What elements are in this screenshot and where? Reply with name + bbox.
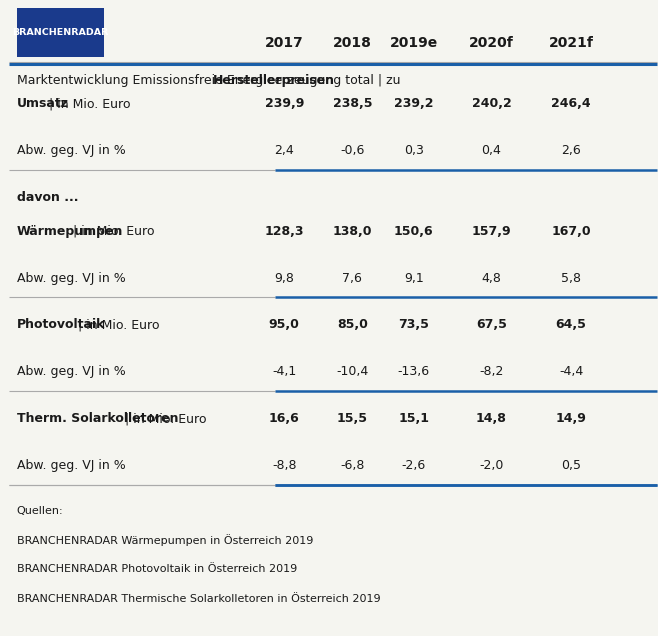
Text: -4,4: -4,4	[559, 365, 583, 378]
Text: -10,4: -10,4	[336, 365, 368, 378]
Text: 0,3: 0,3	[404, 144, 424, 157]
Text: 95,0: 95,0	[269, 319, 299, 331]
Text: 2017: 2017	[265, 36, 303, 50]
Text: BRANCHENRADAR: BRANCHENRADAR	[13, 28, 109, 37]
Text: 15,1: 15,1	[398, 412, 429, 425]
Text: -0,6: -0,6	[340, 144, 365, 157]
Text: 9,8: 9,8	[274, 272, 294, 284]
Text: -13,6: -13,6	[397, 365, 430, 378]
Text: | in Mio. Euro: | in Mio. Euro	[69, 225, 155, 238]
Text: | in Mio. Euro: | in Mio. Euro	[121, 412, 207, 425]
Text: 239,2: 239,2	[394, 97, 434, 111]
Text: Photovoltaik: Photovoltaik	[17, 319, 105, 331]
Text: Abw. geg. VJ in %: Abw. geg. VJ in %	[17, 144, 126, 157]
Text: 16,6: 16,6	[269, 412, 299, 425]
Text: Abw. geg. VJ in %: Abw. geg. VJ in %	[17, 272, 126, 284]
Text: 67,5: 67,5	[476, 319, 507, 331]
Text: 2,4: 2,4	[274, 144, 294, 157]
Text: -2,6: -2,6	[401, 459, 426, 472]
Text: 5,8: 5,8	[561, 272, 581, 284]
Text: 246,4: 246,4	[551, 97, 591, 111]
Text: -8,8: -8,8	[272, 459, 297, 472]
Text: 9,1: 9,1	[404, 272, 424, 284]
Text: 64,5: 64,5	[556, 319, 586, 331]
Text: 128,3: 128,3	[265, 225, 304, 238]
Text: -6,8: -6,8	[340, 459, 365, 472]
Text: 150,6: 150,6	[394, 225, 434, 238]
Text: 4,8: 4,8	[482, 272, 501, 284]
Text: 2,6: 2,6	[561, 144, 581, 157]
Text: 0,5: 0,5	[561, 459, 581, 472]
Text: 15,5: 15,5	[337, 412, 368, 425]
Text: 2018: 2018	[333, 36, 372, 50]
Text: -2,0: -2,0	[479, 459, 503, 472]
Text: 167,0: 167,0	[551, 225, 591, 238]
Text: Quellen:: Quellen:	[17, 506, 63, 516]
Text: 138,0: 138,0	[332, 225, 372, 238]
Text: davon ...: davon ...	[17, 191, 78, 204]
Text: Abw. geg. VJ in %: Abw. geg. VJ in %	[17, 459, 126, 472]
FancyBboxPatch shape	[17, 8, 104, 57]
Text: | in Mio. Euro: | in Mio. Euro	[45, 97, 131, 111]
Text: Marktentwicklung Emissionsfreie Energieerzeugung total | zu: Marktentwicklung Emissionsfreie Energiee…	[17, 74, 404, 87]
Text: 14,8: 14,8	[476, 412, 507, 425]
Text: 2021f: 2021f	[549, 36, 594, 50]
Text: 73,5: 73,5	[398, 319, 429, 331]
Text: BRANCHENRADAR Photovoltaik in Österreich 2019: BRANCHENRADAR Photovoltaik in Österreich…	[17, 564, 297, 574]
Text: -4,1: -4,1	[272, 365, 296, 378]
Text: BRANCHENRADAR Wärmepumpen in Österreich 2019: BRANCHENRADAR Wärmepumpen in Österreich …	[17, 534, 313, 546]
Text: Abw. geg. VJ in %: Abw. geg. VJ in %	[17, 365, 126, 378]
Text: 239,9: 239,9	[265, 97, 304, 111]
Text: BRANCHENRADAR Thermische Solarkolletoren in Österreich 2019: BRANCHENRADAR Thermische Solarkolletoren…	[17, 593, 380, 604]
Text: 157,9: 157,9	[472, 225, 511, 238]
Text: 238,5: 238,5	[332, 97, 372, 111]
Text: 2019e: 2019e	[390, 36, 438, 50]
Text: 0,4: 0,4	[482, 144, 501, 157]
Text: Therm. Solarkolletoren: Therm. Solarkolletoren	[17, 412, 178, 425]
Text: Wärmepumpen: Wärmepumpen	[17, 225, 123, 238]
Text: 14,9: 14,9	[556, 412, 586, 425]
Text: -8,2: -8,2	[479, 365, 503, 378]
Text: Umsatz: Umsatz	[17, 97, 69, 111]
Text: 2020f: 2020f	[469, 36, 514, 50]
Text: Herstellerpreisen: Herstellerpreisen	[213, 74, 335, 87]
Text: 240,2: 240,2	[472, 97, 511, 111]
Text: 85,0: 85,0	[337, 319, 368, 331]
Text: | in Mio. Euro: | in Mio. Euro	[74, 319, 159, 331]
Text: 7,6: 7,6	[342, 272, 362, 284]
